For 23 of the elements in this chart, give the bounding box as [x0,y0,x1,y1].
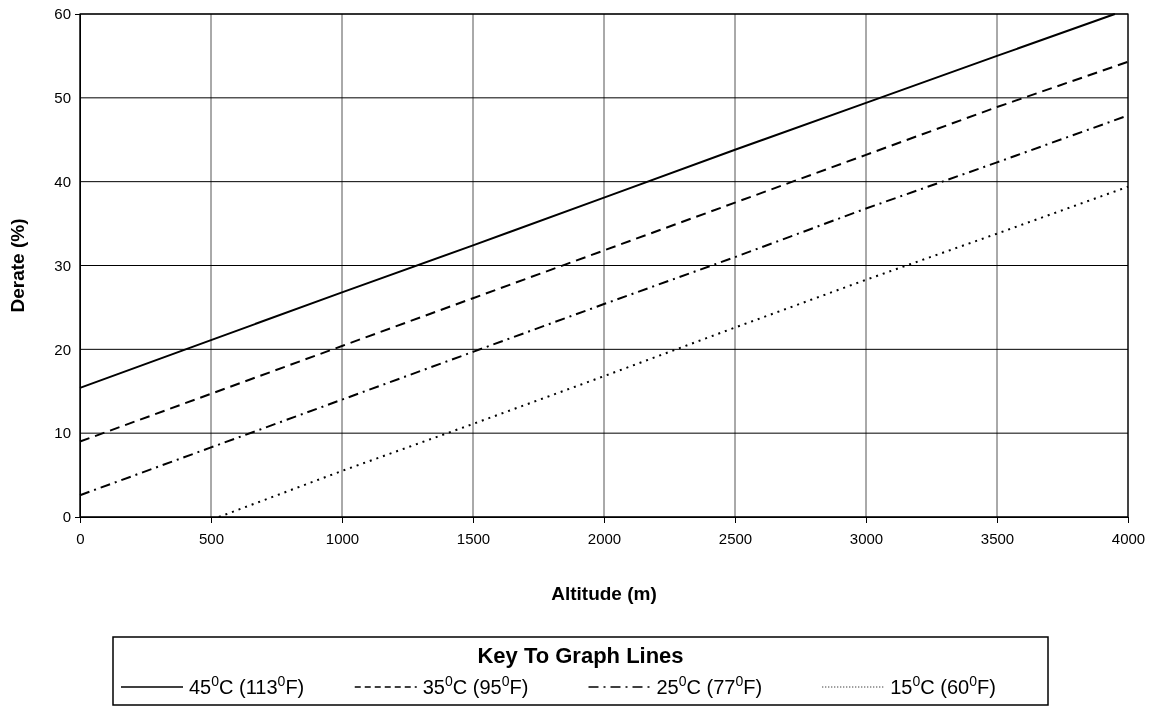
y-axis-title: Derate (%) [7,218,28,313]
legend-label: 35$^{0}$C (95$^{0}$F) [422,673,529,698]
x-axis-title: Altitude (m) [551,583,657,604]
x-tick-label: 500 [198,529,225,547]
x-tick-label: 2000 [587,529,622,547]
y-tick-label: 30 [54,256,71,274]
x-tick-label: 3500 [980,529,1015,547]
x-tick-label: 2500 [718,529,753,547]
x-tick-label: 1500 [456,529,491,547]
legend-title: Key To Graph Lines [477,643,684,668]
legend-label: 25$^{0}$C (77$^{0}$F) [656,673,763,698]
y-tick-label: 10 [54,424,71,442]
x-tick-label: 0 [76,529,85,547]
y-tick-label: 20 [54,340,71,358]
x-tick-label: 4000 [1111,529,1146,547]
y-tick-label: 0 [62,508,71,526]
x-tick-label: 3000 [849,529,884,547]
y-tick-label: 60 [54,5,71,23]
y-tick-label: 50 [54,89,71,107]
y-tick-label: 40 [54,172,71,190]
legend-label: 45$^{0}$C (113$^{0}$F) [189,673,305,698]
x-tick-label: 1000 [325,529,360,547]
legend-label: 15$^{0}$C (60$^{0}$F) [890,673,996,698]
